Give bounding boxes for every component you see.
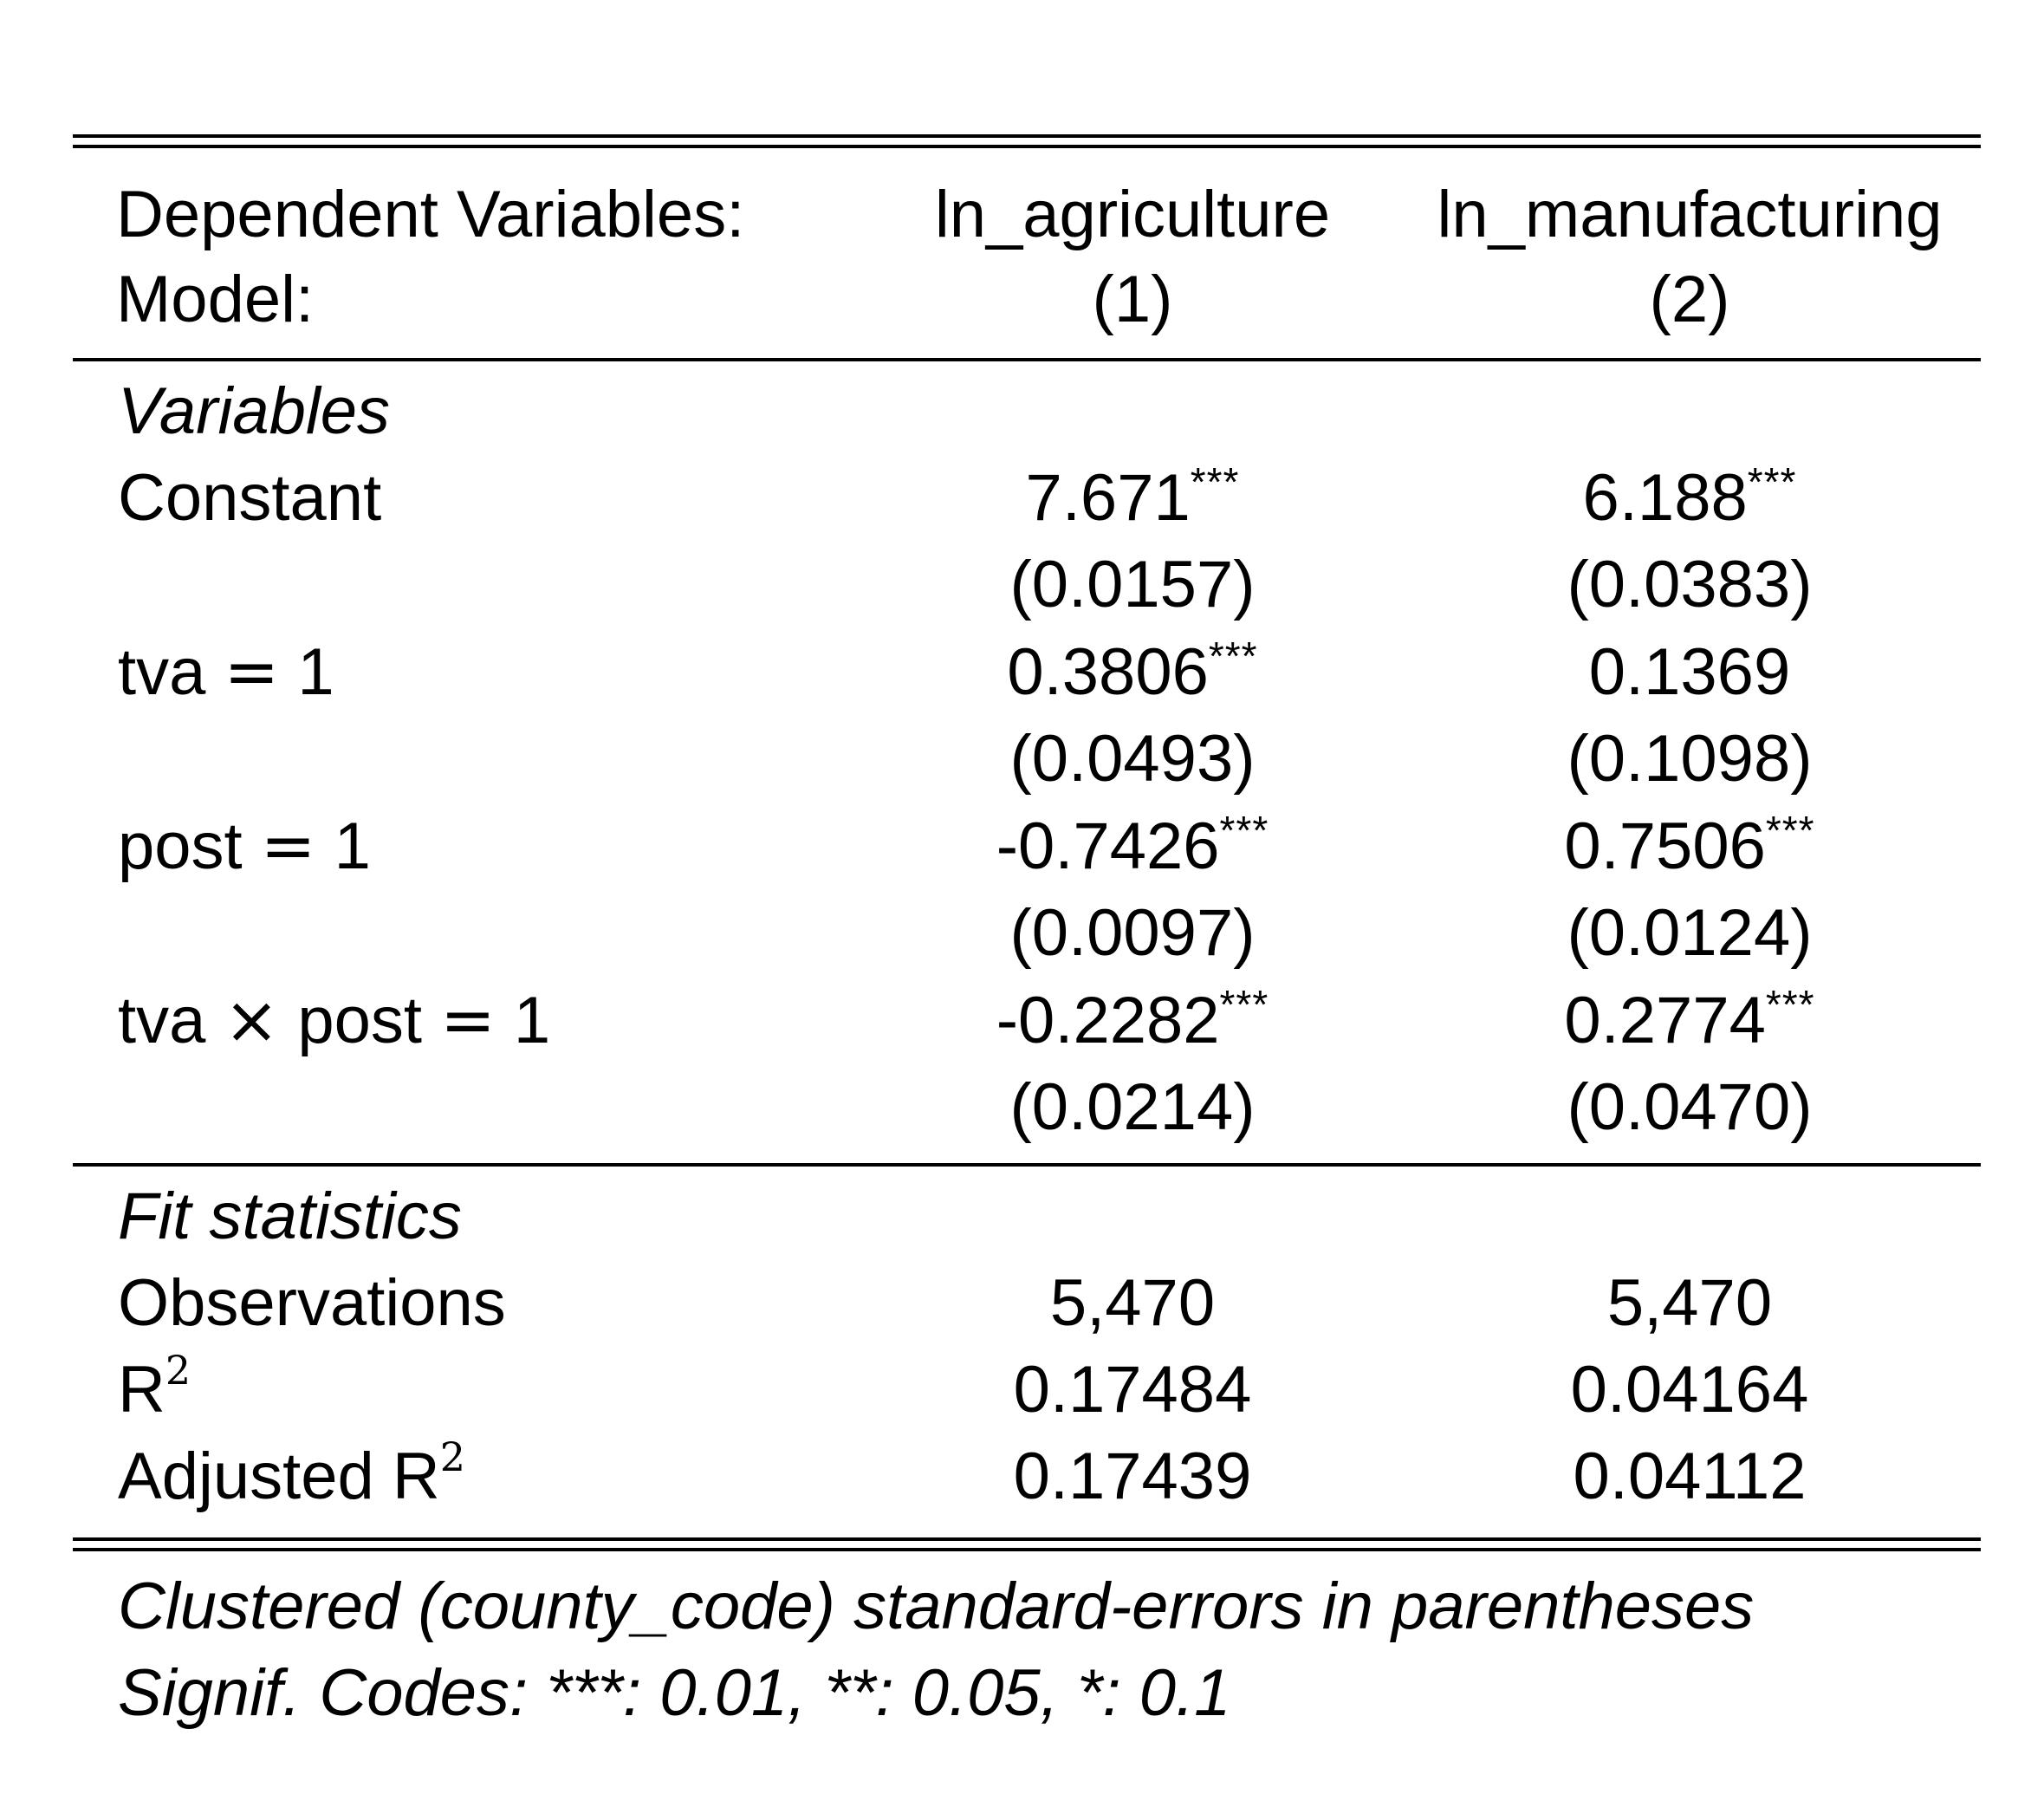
coef-cell: 0.2774*** [1398,977,1981,1064]
significance-stars: *** [1765,981,1815,1027]
table-row: (0.0493) (0.1098) [73,716,1981,803]
label-text: post [118,809,243,883]
observations-label: Observations [118,1266,506,1340]
variables-section-label: Variables [118,374,391,448]
header-table: Dependent Variables: ln_agriculture ln_m… [73,148,1981,358]
se-cell: (0.0157) [1009,548,1256,621]
variables-section-row: Variables [73,368,1981,455]
coef-value: 0.3806 [1007,634,1209,709]
model-row: Model: (1) (2) [73,257,1981,342]
table-row: tva × post = 1 -0.2282*** 0.2774*** [73,977,1981,1064]
variables-rule [73,1163,1981,1167]
coef-value: -0.2282 [996,983,1220,1057]
label-text: R [118,1353,165,1427]
table-row: post = 1 -0.7426*** 0.7506*** [73,803,1981,890]
note-standard-errors: Clustered (county_code) standard-errors … [118,1570,1755,1643]
r2-value: 0.17484 [1013,1353,1252,1427]
superscript: 2 [165,1347,191,1394]
se-cell: (0.0493) [1009,722,1256,796]
coef-cell: -0.2282*** [835,977,1398,1064]
table-row: tva = 1 0.3806*** 0.1369 [73,628,1981,716]
se-cell: (0.0124) [1567,896,1813,970]
coef-cell: 0.7506*** [1398,803,1981,890]
coef-value: -0.7426 [996,809,1220,883]
label-text: tva [118,984,206,1057]
observations-value: 5,470 [1606,1266,1773,1340]
coef-cell: 7.671*** [835,455,1398,542]
coef-value: 0.2774 [1564,983,1766,1057]
equals-symbol: = [260,807,316,884]
coef-value: 0.7506 [1564,809,1766,883]
model-col-1: (1) [1092,263,1173,336]
significance-stars: *** [1190,459,1240,504]
observations-value: 5,470 [1049,1266,1216,1340]
label-text: post [297,984,422,1057]
fit-section-label: Fit statistics [118,1180,462,1253]
table-row: Observations 5,470 5,470 [73,1260,1981,1347]
dependent-variables-label: Dependent Variables: [116,178,745,251]
regression-table: Dependent Variables: ln_agriculture ln_m… [73,134,1981,1737]
r2-label: R2 [73,1347,835,1433]
variables-table: Variables Constant 7.671*** 6.188*** (0.… [73,361,1981,1163]
equals-symbol: = [224,633,280,710]
significance-stars: *** [1208,633,1258,679]
label-text: Adjusted R [118,1440,440,1513]
table-row: Adjusted R2 0.17439 0.04112 [73,1433,1981,1520]
table-row: (0.0157) (0.0383) [73,542,1981,628]
model-label: Model: [116,263,315,336]
bottom-double-rule [73,1537,1981,1551]
significance-stars: *** [1747,459,1797,504]
se-cell: (0.0214) [1009,1070,1256,1144]
label-text: 1 [297,635,334,709]
significance-stars: *** [1219,981,1269,1027]
row-label-constant: Constant [118,461,382,535]
row-label-post: post = 1 [73,803,835,890]
table-row: (0.0097) (0.0124) [73,890,1981,977]
top-double-rule [73,134,1981,148]
fit-table: Fit statistics Observations 5,470 5,470 … [73,1167,1981,1537]
adjusted-r2-value: 0.04112 [1573,1440,1807,1513]
header-rule [73,358,1981,361]
table-row: Constant 7.671*** 6.188*** [73,455,1981,542]
se-cell: (0.0097) [1009,896,1256,970]
table-row: R2 0.17484 0.04164 [73,1347,1981,1433]
table-notes: Clustered (county_code) standard-errors … [73,1551,1981,1737]
table-row: (0.0214) (0.0470) [73,1064,1981,1151]
se-cell: (0.1098) [1567,722,1813,796]
dep-var-col-2: ln_manufacturing [1437,178,1943,251]
model-col-2: (2) [1649,263,1730,336]
se-cell: (0.0383) [1567,548,1813,621]
equals-symbol: = [440,981,496,1058]
coef-cell: 0.3806*** [835,628,1398,716]
note-significance-codes: Signif. Codes: ***: 0.01, **: 0.05, *: 0… [118,1656,1231,1730]
coef-value: 0.1369 [1588,634,1791,709]
label-text: 1 [334,809,371,883]
label-text: 1 [513,984,551,1057]
superscript: 2 [439,1433,466,1480]
coef-cell: 0.1369 [1398,628,1981,716]
coef-cell: 6.188*** [1398,455,1981,542]
coef-cell: -0.7426*** [835,803,1398,890]
row-label-tva: tva = 1 [73,628,835,716]
coef-value: 7.671 [1025,461,1191,535]
fit-section-row: Fit statistics [73,1173,1981,1260]
coef-value: 6.188 [1582,461,1748,535]
dep-var-col-1: ln_agriculture [934,178,1331,251]
adjusted-r2-label: Adjusted R2 [73,1433,835,1520]
significance-stars: *** [1219,807,1269,853]
r2-value: 0.04164 [1570,1353,1809,1427]
adjusted-r2-value: 0.17439 [1013,1440,1252,1513]
se-cell: (0.0470) [1567,1070,1813,1144]
row-label-tva-x-post: tva × post = 1 [73,977,835,1064]
dependent-variables-row: Dependent Variables: ln_agriculture ln_m… [73,172,1981,257]
label-text: tva [118,635,206,709]
significance-stars: *** [1765,807,1815,853]
times-symbol: × [224,981,280,1058]
